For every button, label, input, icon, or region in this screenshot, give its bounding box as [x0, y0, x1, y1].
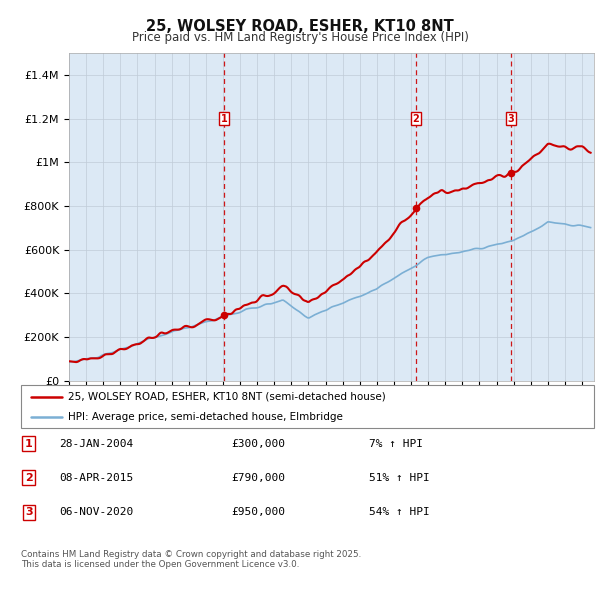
Text: 06-NOV-2020: 06-NOV-2020	[59, 507, 133, 517]
FancyBboxPatch shape	[21, 385, 594, 428]
Text: 7% ↑ HPI: 7% ↑ HPI	[369, 439, 423, 448]
Text: 3: 3	[25, 507, 32, 517]
Text: £790,000: £790,000	[231, 473, 285, 483]
Text: 25, WOLSEY ROAD, ESHER, KT10 8NT (semi-detached house): 25, WOLSEY ROAD, ESHER, KT10 8NT (semi-d…	[68, 392, 386, 402]
Text: 51% ↑ HPI: 51% ↑ HPI	[369, 473, 430, 483]
Text: £950,000: £950,000	[231, 507, 285, 517]
Text: 2: 2	[25, 473, 32, 483]
Text: 25, WOLSEY ROAD, ESHER, KT10 8NT: 25, WOLSEY ROAD, ESHER, KT10 8NT	[146, 19, 454, 34]
Text: HPI: Average price, semi-detached house, Elmbridge: HPI: Average price, semi-detached house,…	[68, 412, 343, 422]
Text: 1: 1	[25, 439, 32, 448]
Text: 3: 3	[508, 114, 514, 123]
Text: 1: 1	[221, 114, 227, 123]
Text: Price paid vs. HM Land Registry's House Price Index (HPI): Price paid vs. HM Land Registry's House …	[131, 31, 469, 44]
Text: £300,000: £300,000	[231, 439, 285, 448]
Text: 54% ↑ HPI: 54% ↑ HPI	[369, 507, 430, 517]
Text: 2: 2	[412, 114, 419, 123]
Text: 28-JAN-2004: 28-JAN-2004	[59, 439, 133, 448]
Text: 08-APR-2015: 08-APR-2015	[59, 473, 133, 483]
Text: Contains HM Land Registry data © Crown copyright and database right 2025.
This d: Contains HM Land Registry data © Crown c…	[21, 550, 361, 569]
